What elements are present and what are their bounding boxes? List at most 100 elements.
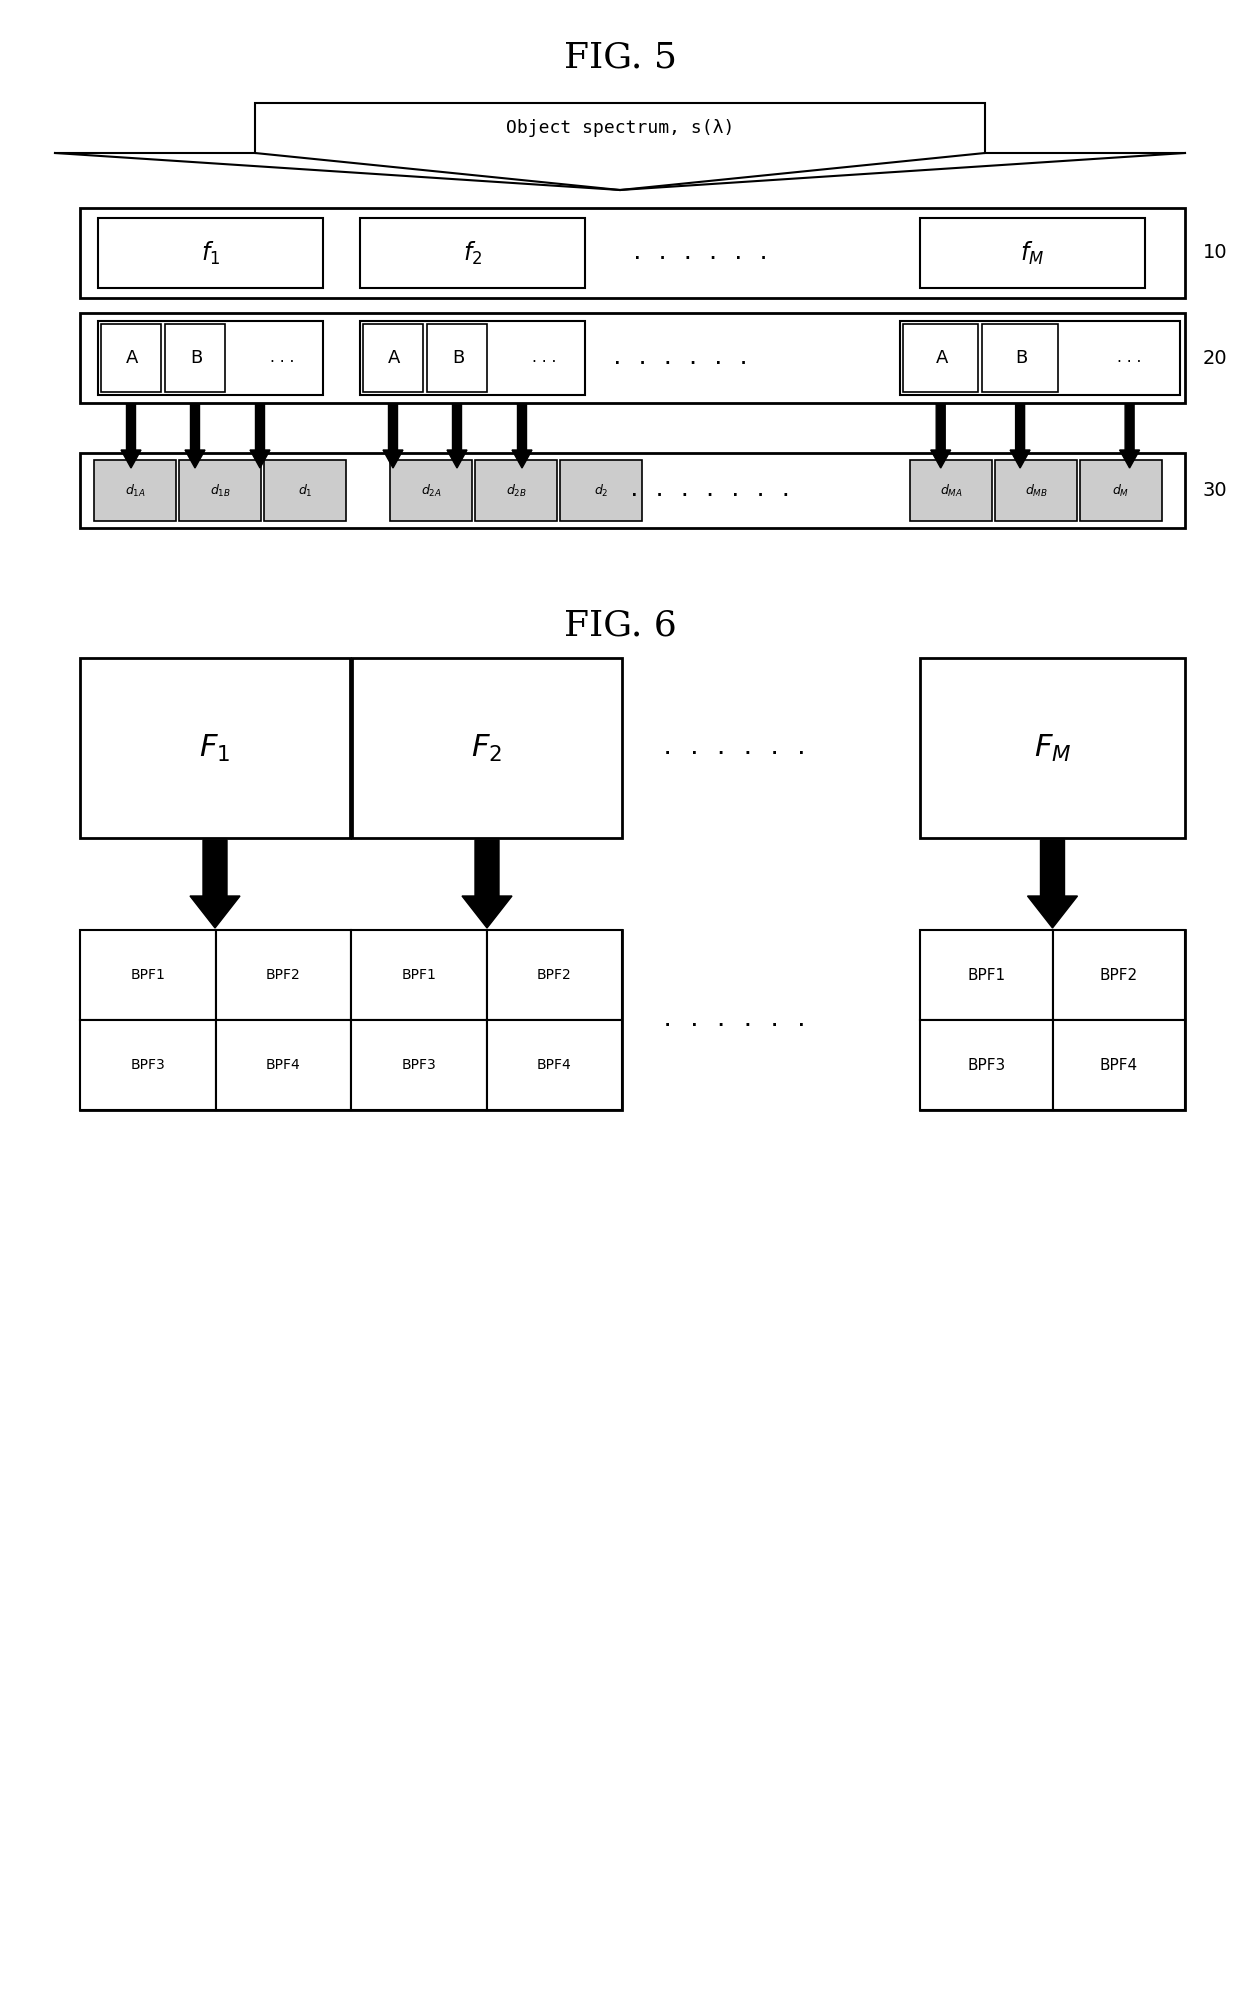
Text: $d_M$: $d_M$ <box>1112 482 1130 500</box>
Polygon shape <box>190 839 241 927</box>
Bar <box>486 1021 622 1111</box>
Bar <box>179 460 260 521</box>
Text: B: B <box>453 350 465 368</box>
Polygon shape <box>185 404 205 468</box>
Text: $d_1$: $d_1$ <box>298 482 312 500</box>
Text: 20: 20 <box>1203 348 1228 368</box>
Text: BPF1: BPF1 <box>967 967 1006 983</box>
Bar <box>910 460 992 521</box>
Bar <box>920 657 1185 837</box>
Bar <box>81 208 1185 298</box>
Text: $f_1$: $f_1$ <box>201 240 219 266</box>
Bar <box>903 324 978 392</box>
Text: FIG. 5: FIG. 5 <box>563 40 677 74</box>
Text: $d_2$: $d_2$ <box>594 482 609 500</box>
Text: $F_2$: $F_2$ <box>471 733 502 763</box>
Bar <box>81 1021 216 1111</box>
Polygon shape <box>122 404 141 468</box>
Text: $d_{MA}$: $d_{MA}$ <box>940 482 962 500</box>
Text: BPF2: BPF2 <box>1100 967 1138 983</box>
Text: BPF3: BPF3 <box>130 1059 165 1073</box>
Bar <box>351 1021 486 1111</box>
Polygon shape <box>1011 404 1030 468</box>
Bar <box>98 322 322 396</box>
Text: 10: 10 <box>1203 244 1228 262</box>
Bar <box>94 460 176 521</box>
Text: . . .: . . . <box>1117 350 1142 366</box>
Text: $d_{1A}$: $d_{1A}$ <box>124 482 145 500</box>
Bar <box>900 322 1180 396</box>
Bar <box>81 657 350 837</box>
Bar <box>360 218 585 288</box>
Bar <box>81 929 622 1111</box>
Text: BPF3: BPF3 <box>967 1057 1006 1073</box>
Bar <box>982 324 1058 392</box>
Text: BPF1: BPF1 <box>130 967 165 981</box>
Bar <box>920 929 1053 1021</box>
Polygon shape <box>250 404 270 468</box>
Text: $d_{MB}$: $d_{MB}$ <box>1024 482 1048 500</box>
Bar <box>560 460 642 521</box>
Text: . . .: . . . <box>270 350 295 366</box>
Text: B: B <box>191 350 202 368</box>
Text: A: A <box>388 350 401 368</box>
Bar <box>486 929 622 1021</box>
Bar <box>81 454 1185 527</box>
Text: BPF1: BPF1 <box>402 967 436 981</box>
Text: A: A <box>126 350 139 368</box>
Bar <box>391 460 472 521</box>
Text: BPF2: BPF2 <box>265 967 300 981</box>
Polygon shape <box>1120 404 1140 468</box>
Bar <box>98 218 322 288</box>
Text: $F_1$: $F_1$ <box>200 733 231 763</box>
Text: $f_M$: $f_M$ <box>1021 240 1044 266</box>
Polygon shape <box>463 839 512 927</box>
Polygon shape <box>931 404 951 468</box>
Polygon shape <box>383 404 403 468</box>
Text: BPF4: BPF4 <box>1100 1057 1138 1073</box>
Text: $d_{1B}$: $d_{1B}$ <box>210 482 231 500</box>
Text: . . . . . .: . . . . . . <box>631 244 770 264</box>
Bar <box>427 324 487 392</box>
Polygon shape <box>255 104 985 190</box>
Bar <box>360 322 585 396</box>
Text: . . . . . .: . . . . . . <box>661 1011 808 1031</box>
Bar <box>920 1021 1053 1111</box>
Bar <box>216 929 351 1021</box>
Text: $F_M$: $F_M$ <box>1034 733 1071 763</box>
Polygon shape <box>1028 839 1078 927</box>
Text: 30: 30 <box>1203 482 1228 500</box>
Bar <box>363 324 423 392</box>
Text: BPF4: BPF4 <box>265 1059 300 1073</box>
Bar <box>1053 1021 1185 1111</box>
Text: B: B <box>1016 350 1028 368</box>
Text: $d_{2A}$: $d_{2A}$ <box>420 482 441 500</box>
Bar <box>264 460 346 521</box>
Bar <box>351 929 486 1021</box>
Bar <box>165 324 224 392</box>
Text: . . . . . .: . . . . . . <box>610 348 749 368</box>
Bar <box>352 657 622 837</box>
Bar <box>81 314 1185 404</box>
Text: BPF2: BPF2 <box>537 967 572 981</box>
Text: BPF3: BPF3 <box>402 1059 436 1073</box>
Text: $d_{2B}$: $d_{2B}$ <box>506 482 527 500</box>
Bar <box>920 929 1185 1111</box>
Polygon shape <box>446 404 467 468</box>
Bar <box>216 1021 351 1111</box>
Text: BPF4: BPF4 <box>537 1059 572 1073</box>
Polygon shape <box>512 404 532 468</box>
Bar <box>100 324 161 392</box>
Text: $f_2$: $f_2$ <box>463 240 482 266</box>
Bar <box>1080 460 1162 521</box>
Bar <box>994 460 1078 521</box>
Bar <box>475 460 557 521</box>
Bar <box>920 218 1145 288</box>
Text: Object spectrum, s(λ): Object spectrum, s(λ) <box>506 120 734 138</box>
Text: . . .: . . . <box>532 350 557 366</box>
Text: FIG. 6: FIG. 6 <box>564 607 676 641</box>
Text: . . . . . .: . . . . . . <box>661 737 808 757</box>
Text: . . . . . . .: . . . . . . . <box>627 480 792 501</box>
Bar <box>81 929 216 1021</box>
Text: A: A <box>936 350 949 368</box>
